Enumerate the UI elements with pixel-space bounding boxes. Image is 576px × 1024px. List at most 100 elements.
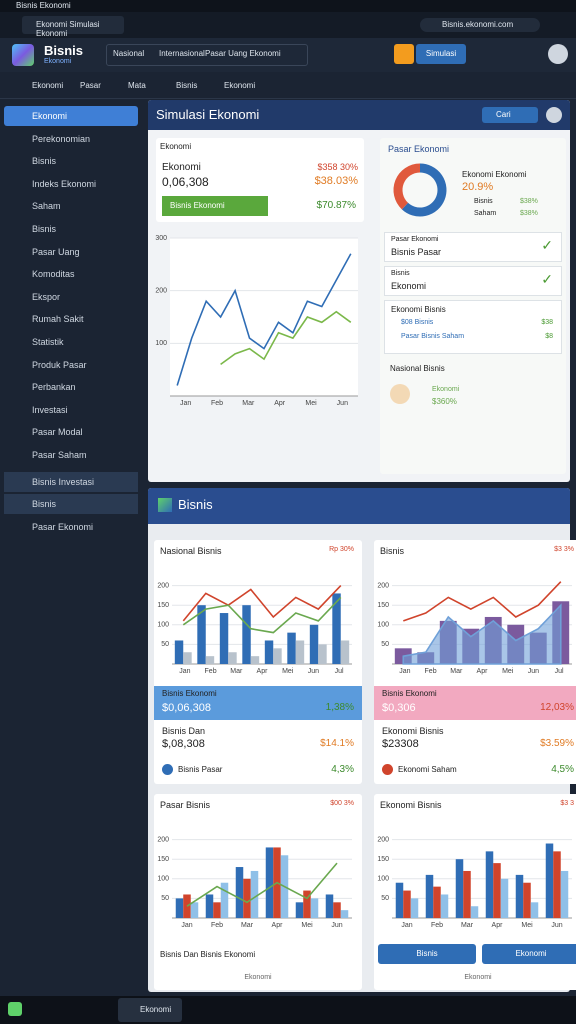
bar — [493, 863, 501, 918]
card-button[interactable]: Ekonomi — [482, 944, 576, 964]
sidebar-item[interactable]: Ekspor — [32, 291, 61, 302]
bar — [295, 902, 304, 918]
bar — [205, 894, 214, 918]
line — [182, 596, 342, 634]
check-icon: ✓ — [541, 271, 553, 287]
donut — [393, 163, 447, 217]
alert-button[interactable] — [394, 44, 414, 64]
address-bar[interactable]: Bisnis.ekonomi.com — [420, 18, 540, 32]
nav-item[interactable]: Ekonomi — [32, 81, 64, 90]
menu-item[interactable]: Nasional — [113, 49, 145, 58]
foot-label: Bisnis Pasar — [178, 765, 223, 774]
footer-value: $360% — [432, 397, 457, 406]
sidebar-item[interactable]: Rumah Sakit — [32, 314, 84, 325]
sidebar-item[interactable]: Perbankan — [32, 382, 76, 393]
sidebar-item[interactable]: Bisnis — [32, 156, 57, 167]
sidebar-item[interactable]: Ekonomi — [4, 106, 138, 126]
y-tick-label: 300 — [155, 235, 167, 242]
card-badge: $3 3 — [560, 800, 574, 807]
search-button[interactable]: Cari — [482, 107, 538, 123]
y-tick-label: 100 — [157, 622, 169, 629]
card-chart: 50 100 150 200 Jan Feb Mar Apr Mei Jun — [157, 820, 352, 929]
tab-label: Ekonomi Simulasi Ekonomi — [36, 20, 100, 38]
menu-item[interactable]: Pasar Uang Ekonomi — [205, 49, 281, 58]
list-label: $08 Bisnis — [401, 319, 434, 326]
donut-slice — [401, 163, 447, 217]
nav-item[interactable]: Bisnis — [176, 81, 198, 90]
bar — [332, 593, 341, 664]
card-button[interactable]: Bisnis — [378, 944, 476, 964]
primary-button[interactable]: Simulasi — [416, 44, 466, 64]
nav-item[interactable]: Mata — [128, 81, 146, 90]
y-tick-label: 50 — [381, 895, 389, 902]
footer-icon — [390, 384, 410, 404]
main-chart: 100 200 300 Jan Feb Mar Apr Mei Jun — [155, 235, 358, 407]
sidebar-item[interactable]: Bisnis — [4, 494, 138, 515]
sidebar-item[interactable]: Perekonomian — [32, 133, 91, 144]
bar — [485, 851, 494, 918]
start-button[interactable] — [8, 1002, 22, 1016]
nav-item[interactable]: Ekonomi — [224, 81, 256, 90]
bar — [242, 605, 251, 664]
bar — [309, 624, 319, 664]
address: Bisnis.ekonomi.com — [442, 20, 514, 29]
x-tick-label: Jun — [308, 668, 319, 675]
bar — [340, 640, 350, 664]
menu-box[interactable]: Nasional Internasional Pasar Uang Ekonomi — [106, 44, 308, 66]
x-tick-label: Mar — [461, 922, 474, 929]
sidebar-item[interactable]: Komoditas — [32, 269, 75, 280]
footer-label: Ekonomi — [432, 386, 460, 393]
taskbar-app[interactable]: Ekonomi — [118, 998, 182, 1022]
check-text: Ekonomi — [391, 281, 427, 291]
nav-item[interactable]: Pasar — [80, 81, 101, 90]
x-tick-label: Jan — [180, 400, 191, 407]
tab[interactable]: Ekonomi Simulasi Ekonomi — [22, 16, 124, 38]
avatar[interactable] — [548, 44, 568, 64]
bar — [433, 886, 441, 918]
foot-icon — [382, 764, 393, 775]
sidebar-item[interactable]: Bisnis — [32, 224, 57, 234]
check-row: Pasar Ekonomi Bisnis Pasar ✓ — [384, 232, 562, 262]
sidebar-item[interactable]: Investasi — [32, 404, 68, 415]
x-tick-label: Feb — [205, 668, 217, 675]
card-title: Ekonomi Bisnis — [380, 800, 442, 810]
y-tick-label: 200 — [157, 836, 169, 843]
sidebar-item[interactable]: Pasar Modal — [32, 427, 83, 438]
panel-card: Pasar Bisnis $00 3% 50 100 150 200 Jan Feb Mar Ap… — [154, 794, 362, 990]
bar — [213, 902, 221, 918]
x-tick-label: Jan — [179, 668, 190, 675]
sidebar-item[interactable]: Indeks Ekonomi — [32, 178, 97, 189]
y-tick-label: 50 — [161, 895, 169, 902]
bar — [265, 847, 274, 918]
x-tick-label: Jun — [331, 922, 342, 929]
sidebar-item[interactable]: Saham — [32, 201, 61, 212]
line — [186, 862, 338, 907]
check-row: Bisnis Ekonomi ✓ — [384, 266, 562, 296]
bar — [470, 906, 479, 918]
y-tick-label: 150 — [157, 602, 169, 609]
sidebar-item[interactable]: Pasar Ekonomi — [32, 521, 94, 532]
x-tick-label: Jan — [181, 922, 192, 929]
bar — [395, 882, 404, 918]
strip-pct: 12,03% — [540, 702, 574, 713]
avatar[interactable] — [546, 107, 562, 123]
sidebar-item[interactable]: Pasar Saham — [32, 450, 87, 460]
stat-sub: Ekonomi — [162, 162, 201, 173]
card-chart: 50 100 150 200 Jan Feb Mar Apr Mei Jun Jul — [157, 566, 352, 675]
foot-pct: 4,3% — [331, 764, 354, 775]
x-tick-label: Feb — [211, 400, 223, 407]
x-tick-label: Apr — [272, 922, 284, 929]
sidebar-item[interactable]: Statistik — [32, 337, 64, 347]
y-tick-label: 200 — [377, 836, 389, 843]
x-tick-label: Mei — [282, 668, 294, 675]
bar — [515, 874, 524, 918]
plot-bg — [172, 820, 352, 918]
sidebar-item[interactable]: Pasar Uang — [32, 246, 80, 257]
y-tick-label: 200 — [377, 582, 389, 589]
sidebar-item[interactable]: Produk Pasar — [32, 359, 87, 370]
x-tick-label: Mar — [230, 668, 243, 675]
main-panel: Simulasi Ekonomi Cari Ekonomi Ekonomi 0,… — [148, 100, 570, 482]
sidebar-item[interactable]: Bisnis Investasi — [4, 471, 138, 492]
menu-item[interactable]: Internasional — [159, 49, 205, 58]
legend-value: 20.9% — [462, 181, 494, 193]
